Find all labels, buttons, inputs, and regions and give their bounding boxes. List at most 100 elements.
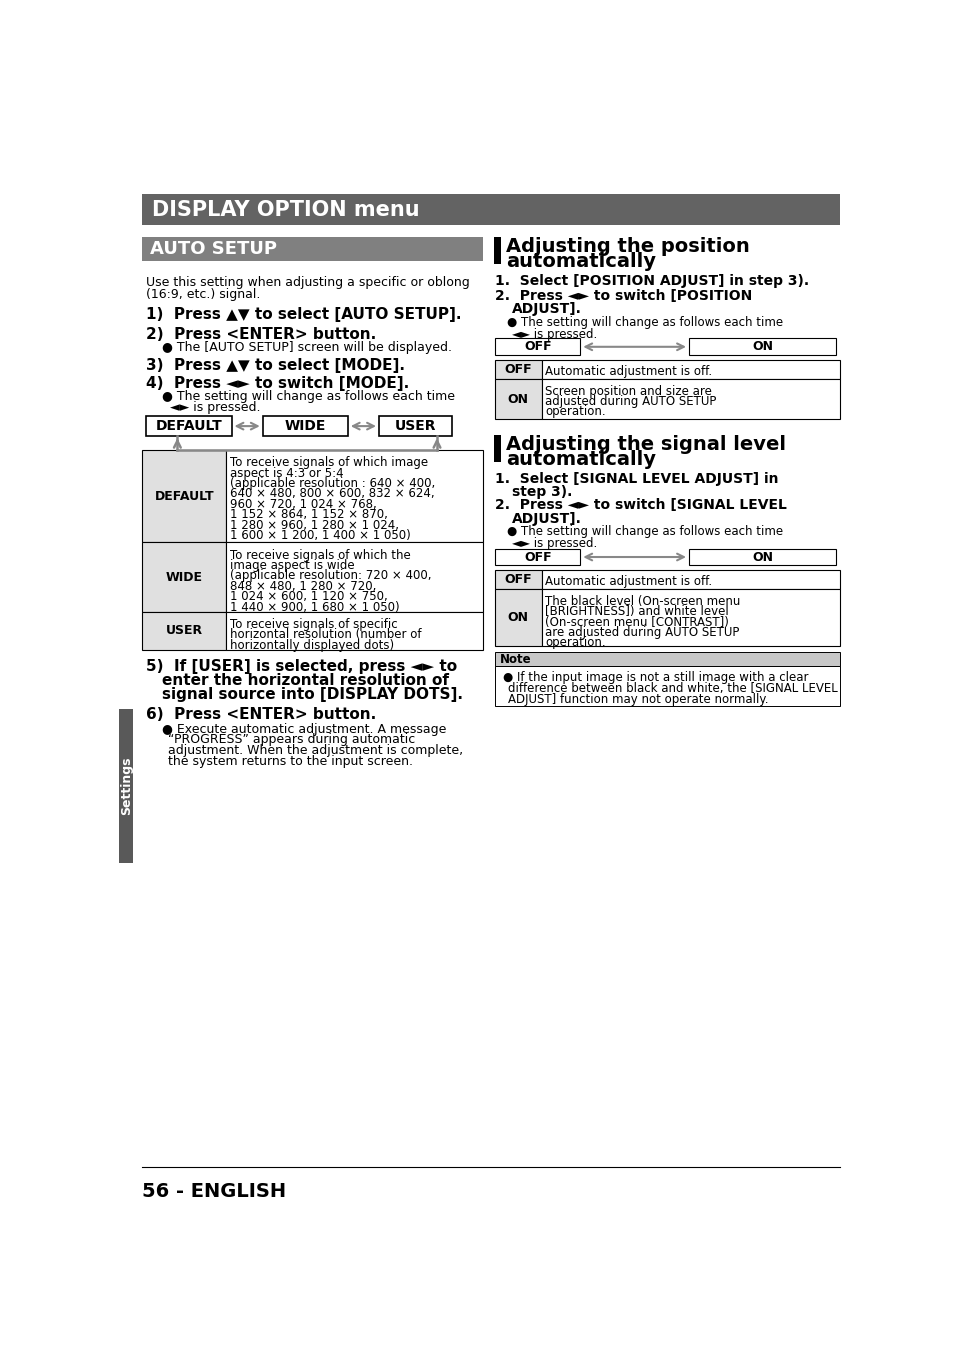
Text: the system returns to the input screen.: the system returns to the input screen. (168, 755, 413, 768)
Text: 1 280 × 960, 1 280 × 1 024,: 1 280 × 960, 1 280 × 1 024, (230, 518, 398, 532)
Bar (688, 548, 835, 566)
Text: 1 152 × 864, 1 152 × 870,: 1 152 × 864, 1 152 × 870, (230, 508, 388, 521)
Text: 2)  Press <ENTER> button.: 2) Press <ENTER> button. (146, 327, 376, 342)
Text: “PROGRESS” appears during automatic: “PROGRESS” appears during automatic (168, 733, 415, 747)
Text: 1)  Press ▲▼ to select [AUTO SETUP].: 1) Press ▲▼ to select [AUTO SETUP]. (146, 306, 461, 321)
Bar (495, 339, 579, 355)
Text: ● The setting will change as follows each time: ● The setting will change as follows eac… (506, 525, 782, 539)
Text: Note: Note (499, 653, 531, 666)
Text: ADJUST] function may not operate normally.: ADJUST] function may not operate normall… (507, 693, 767, 706)
Bar (541, 360, 840, 379)
Bar (142, 612, 226, 651)
Text: horizontally displayed dots): horizontally displayed dots) (230, 639, 394, 652)
Text: 640 × 480, 800 × 600, 832 × 624,: 640 × 480, 800 × 600, 832 × 624, (230, 487, 435, 501)
Bar (142, 543, 226, 612)
Text: DISPLAY OPTION menu: DISPLAY OPTION menu (152, 200, 419, 220)
Text: 1 024 × 600, 1 120 × 750,: 1 024 × 600, 1 120 × 750, (230, 590, 388, 603)
Text: To receive signals of specific: To receive signals of specific (230, 618, 397, 630)
Bar (495, 590, 541, 647)
Bar (541, 570, 840, 590)
Bar (262, 416, 348, 436)
Text: DEFAULT: DEFAULT (154, 490, 213, 502)
Bar (495, 360, 541, 379)
Text: The black level (On-screen menu: The black level (On-screen menu (545, 595, 740, 608)
Text: automatically: automatically (505, 252, 656, 271)
Text: adjusted during AUTO SETUP: adjusted during AUTO SETUP (545, 396, 716, 408)
Text: 1.  Select [POSITION ADJUST] in step 3).: 1. Select [POSITION ADJUST] in step 3). (495, 274, 808, 288)
Text: OFF: OFF (504, 574, 532, 586)
Text: ● Execute automatic adjustment. A message: ● Execute automatic adjustment. A messag… (162, 722, 446, 736)
Text: 960 × 720, 1 024 × 768,: 960 × 720, 1 024 × 768, (230, 498, 376, 510)
Text: ADJUST].: ADJUST]. (512, 512, 581, 525)
Bar (119, 709, 133, 863)
Text: are adjusted during AUTO SETUP: are adjusted during AUTO SETUP (545, 626, 740, 639)
Bar (495, 667, 840, 706)
Bar (495, 652, 840, 667)
Text: ● If the input image is not a still image with a clear: ● If the input image is not a still imag… (502, 671, 807, 684)
Text: DEFAULT: DEFAULT (155, 418, 222, 433)
Bar (226, 543, 483, 612)
Text: ◄► is pressed.: ◄► is pressed. (170, 401, 260, 414)
Bar (541, 590, 840, 647)
Text: 56 - ENGLISH: 56 - ENGLISH (142, 1183, 286, 1202)
Text: OFF: OFF (504, 363, 532, 377)
Text: AUTO SETUP: AUTO SETUP (150, 240, 277, 258)
Text: 1 600 × 1 200, 1 400 × 1 050): 1 600 × 1 200, 1 400 × 1 050) (230, 529, 411, 541)
Text: horizontal resolution (number of: horizontal resolution (number of (230, 628, 421, 641)
Bar (142, 450, 226, 543)
Text: ● The setting will change as follows each time: ● The setting will change as follows eac… (506, 316, 782, 329)
Text: ON: ON (507, 393, 528, 405)
Text: USER: USER (395, 418, 436, 433)
Bar (226, 450, 483, 543)
Text: step 3).: step 3). (512, 485, 572, 498)
Text: operation.: operation. (545, 636, 605, 649)
Text: (applicable resolution : 640 × 400,: (applicable resolution : 640 × 400, (230, 477, 435, 490)
Bar (688, 339, 835, 355)
Bar (495, 379, 541, 420)
Text: 1 440 × 900, 1 680 × 1 050): 1 440 × 900, 1 680 × 1 050) (230, 601, 399, 613)
Text: Adjusting the position: Adjusting the position (505, 236, 749, 255)
Text: 5)  If [USER] is selected, press ◄► to: 5) If [USER] is selected, press ◄► to (146, 659, 457, 675)
Text: [BRIGHTNESS]) and white level: [BRIGHTNESS]) and white level (545, 605, 728, 618)
Text: 4)  Press ◄► to switch [MODE].: 4) Press ◄► to switch [MODE]. (146, 377, 409, 392)
Bar (378, 416, 452, 436)
Text: 6)  Press <ENTER> button.: 6) Press <ENTER> button. (146, 707, 376, 722)
Text: (applicable resolution: 720 × 400,: (applicable resolution: 720 × 400, (230, 570, 431, 582)
Text: ON: ON (751, 340, 772, 354)
Text: image aspect is wide: image aspect is wide (230, 559, 355, 572)
Text: difference between black and white, the [SIGNAL LEVEL: difference between black and white, the … (507, 682, 837, 695)
Text: 2.  Press ◄► to switch [SIGNAL LEVEL: 2. Press ◄► to switch [SIGNAL LEVEL (495, 498, 786, 513)
Text: Settings: Settings (119, 756, 132, 815)
Text: To receive signals of which the: To receive signals of which the (230, 548, 411, 562)
Text: Screen position and size are: Screen position and size are (545, 385, 712, 397)
Text: USER: USER (166, 625, 203, 637)
Text: Automatic adjustment is off.: Automatic adjustment is off. (545, 575, 712, 589)
Text: Adjusting the signal level: Adjusting the signal level (505, 435, 785, 454)
Text: Use this setting when adjusting a specific or oblong: Use this setting when adjusting a specif… (146, 275, 470, 289)
Bar (493, 236, 500, 265)
Bar (226, 612, 483, 651)
Text: 2.  Press ◄► to switch [POSITION: 2. Press ◄► to switch [POSITION (495, 289, 752, 302)
Text: adjustment. When the adjustment is complete,: adjustment. When the adjustment is compl… (168, 744, 463, 757)
Text: ◄► is pressed.: ◄► is pressed. (512, 328, 597, 340)
Text: (16:9, etc.) signal.: (16:9, etc.) signal. (146, 288, 260, 301)
Bar (493, 435, 500, 462)
Text: WIDE: WIDE (284, 418, 326, 433)
Text: ON: ON (751, 551, 772, 563)
Text: aspect is 4:3 or 5:4: aspect is 4:3 or 5:4 (230, 467, 343, 479)
Bar (142, 238, 483, 261)
Text: 848 × 480, 1 280 × 720,: 848 × 480, 1 280 × 720, (230, 579, 376, 593)
Text: OFF: OFF (523, 551, 551, 563)
Bar (146, 416, 232, 436)
Text: enter the horizontal resolution of: enter the horizontal resolution of (162, 674, 449, 688)
Bar (541, 379, 840, 420)
Text: signal source into [DISPLAY DOTS].: signal source into [DISPLAY DOTS]. (162, 687, 462, 702)
Text: OFF: OFF (523, 340, 551, 354)
Text: Automatic adjustment is off.: Automatic adjustment is off. (545, 366, 712, 378)
Bar (495, 570, 541, 590)
Text: 1.  Select [SIGNAL LEVEL ADJUST] in: 1. Select [SIGNAL LEVEL ADJUST] in (495, 471, 778, 486)
Text: ADJUST].: ADJUST]. (512, 302, 581, 316)
Text: ● The [AUTO SETUP] screen will be displayed.: ● The [AUTO SETUP] screen will be displa… (162, 340, 452, 354)
Text: 3)  Press ▲▼ to select [MODE].: 3) Press ▲▼ to select [MODE]. (146, 358, 405, 373)
Bar (142, 194, 840, 225)
